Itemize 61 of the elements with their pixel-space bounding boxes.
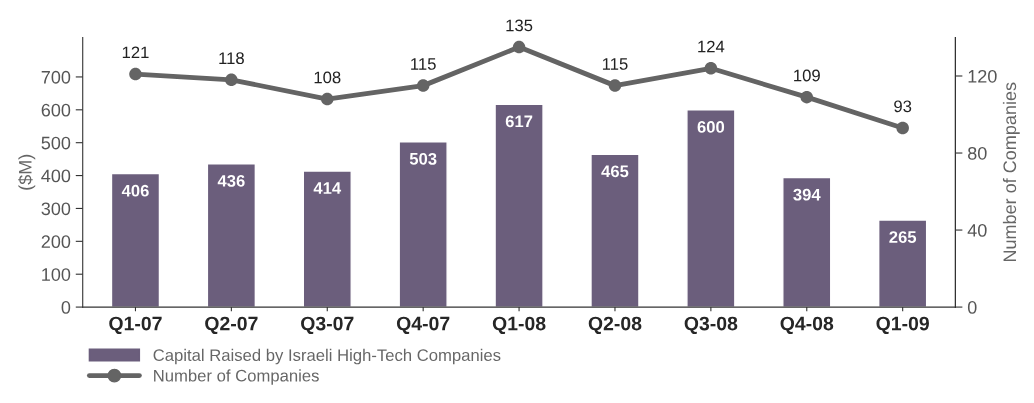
point <box>896 121 909 135</box>
data-label: 115 <box>602 58 628 70</box>
y-tick-label: 600 <box>41 103 71 117</box>
x-tick-label: Q3-07 <box>301 316 354 335</box>
y2-axis-title: Number of Companies <box>1002 82 1020 262</box>
y-axis-title: ($M) <box>18 154 36 190</box>
data-label: 135 <box>506 19 533 32</box>
point <box>512 40 526 54</box>
x-tick-label: Q1-08 <box>492 316 546 335</box>
bar <box>494 103 544 308</box>
x-tick-label: Q1-09 <box>876 316 929 335</box>
y-tick-label: 700 <box>41 70 71 84</box>
y-tick-label: 500 <box>41 136 71 150</box>
x-tick-label: Q2-07 <box>205 316 258 335</box>
data-label: 600 <box>697 121 725 133</box>
bar <box>590 153 640 308</box>
data-label: 109 <box>794 69 820 82</box>
point <box>416 79 430 92</box>
y2-tick-label: 0 <box>967 301 977 314</box>
y2-tick-label: 80 <box>968 146 987 160</box>
y-tick-label: 100 <box>42 268 71 281</box>
bar <box>110 172 161 308</box>
x-tick-label: Q4-08 <box>780 316 834 335</box>
data-label: 465 <box>601 165 629 178</box>
data-label: 121 <box>122 46 149 59</box>
x-tick-label: Q2-08 <box>588 316 642 335</box>
point <box>225 73 238 87</box>
data-label: 617 <box>505 115 533 128</box>
data-label: 115 <box>411 58 436 70</box>
data-label: 406 <box>121 184 149 197</box>
data-label: 436 <box>217 174 245 187</box>
point <box>321 92 334 106</box>
bar <box>302 170 352 308</box>
y-tick-label: 200 <box>41 235 71 249</box>
data-label: 124 <box>698 40 725 53</box>
data-label: 93 <box>894 100 912 113</box>
point <box>800 90 814 104</box>
x-tick-label: Q3-08 <box>684 316 738 335</box>
x-tick-label: Q1-07 <box>109 316 162 335</box>
y-tick-label: 300 <box>41 202 71 216</box>
data-label: 265 <box>889 231 917 243</box>
data-label: 503 <box>409 152 437 165</box>
legend-label: Number of Companies <box>154 369 319 385</box>
point <box>129 67 142 81</box>
bar <box>878 219 928 308</box>
point <box>704 62 718 75</box>
data-label: 414 <box>313 182 342 194</box>
x-tick-label: Q4-07 <box>396 316 450 335</box>
bar <box>398 141 448 308</box>
data-label: 394 <box>793 188 821 201</box>
bar <box>206 163 257 308</box>
bar <box>686 109 736 308</box>
y-tick-label: 400 <box>41 169 71 183</box>
point <box>608 79 622 92</box>
data-label: 108 <box>314 71 341 84</box>
bar <box>782 176 832 308</box>
y-tick-label: 0 <box>61 301 71 314</box>
y2-tick-label: 120 <box>968 69 997 83</box>
y2-tick-label: 40 <box>967 223 987 237</box>
data-label: 118 <box>219 52 244 65</box>
legend-label: Capital Raised by Israeli High-Tech Companies <box>153 348 501 365</box>
